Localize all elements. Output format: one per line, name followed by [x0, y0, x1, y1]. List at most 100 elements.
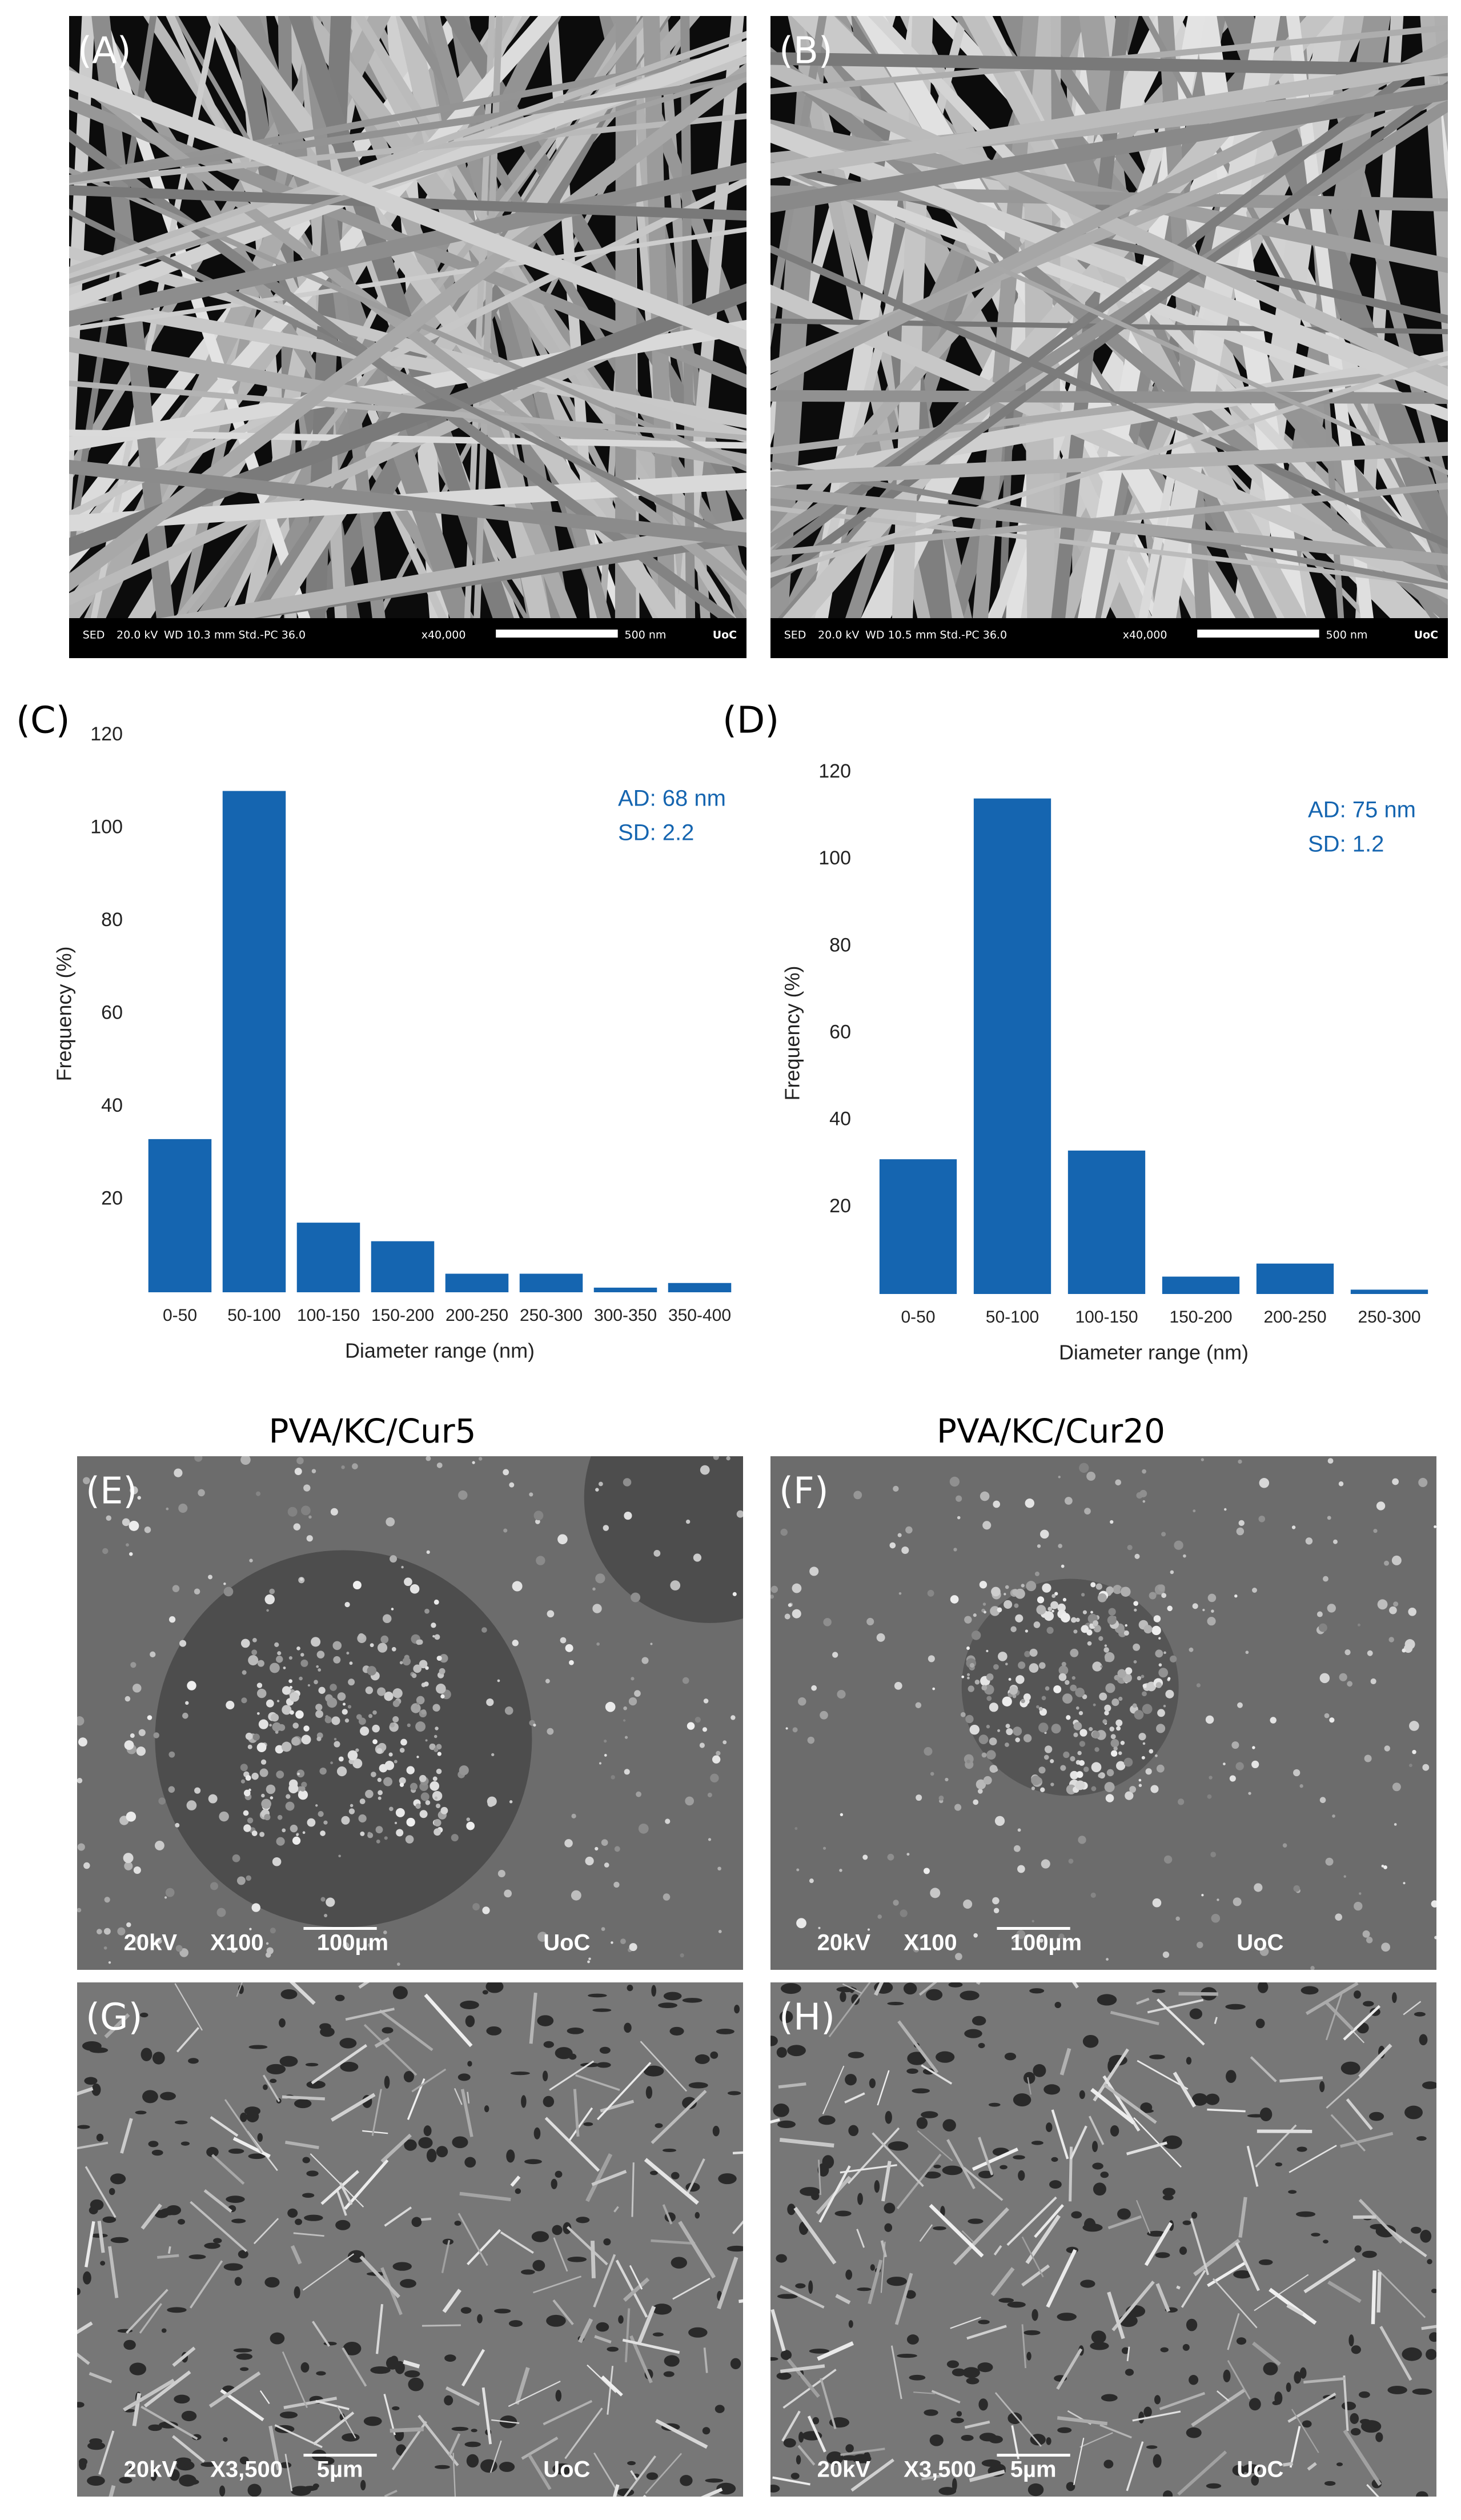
particle — [415, 1721, 426, 1732]
particle — [420, 1792, 430, 1801]
pore — [1147, 2230, 1166, 2237]
particle — [1370, 1678, 1376, 1685]
strand — [1358, 2198, 1403, 2244]
particle — [924, 1868, 930, 1874]
particle — [384, 1760, 395, 1770]
particle — [945, 1777, 949, 1782]
particle — [1077, 1750, 1082, 1756]
particle — [390, 1555, 397, 1563]
strand — [807, 2415, 826, 2453]
particle — [504, 1889, 512, 1898]
strand — [411, 2068, 447, 2093]
strand — [1227, 2313, 1240, 2350]
particle — [984, 1610, 986, 1614]
particle — [168, 1751, 175, 1758]
particle — [419, 1660, 428, 1669]
pore — [82, 2041, 102, 2051]
particle — [1002, 1696, 1012, 1706]
pore — [444, 2395, 453, 2406]
pore — [652, 2303, 672, 2315]
pore — [83, 2271, 91, 2285]
strand — [172, 2346, 196, 2367]
particle — [407, 1723, 411, 1728]
info-strip — [69, 618, 746, 658]
pore — [102, 2216, 117, 2223]
particle — [1094, 1747, 1099, 1752]
pore — [921, 2111, 938, 2118]
pore — [907, 2052, 927, 2065]
strand — [946, 2139, 976, 2190]
strand — [966, 2325, 1007, 2340]
strand — [950, 2317, 981, 2329]
strand — [1191, 2388, 1246, 2427]
strand — [835, 2294, 851, 2305]
particle — [966, 1646, 970, 1650]
pore — [715, 2405, 725, 2413]
particle — [950, 1595, 959, 1604]
particle — [392, 1700, 400, 1707]
strand — [651, 2239, 696, 2245]
pore — [1117, 2208, 1131, 2220]
particle — [613, 1881, 620, 1888]
particle — [889, 1542, 896, 1549]
particle — [512, 1640, 519, 1646]
strand — [141, 2405, 198, 2440]
particle — [1251, 1588, 1257, 1593]
pore — [888, 2141, 909, 2151]
particle — [1259, 1478, 1270, 1488]
particle — [1037, 1544, 1041, 1548]
pore — [1263, 2362, 1278, 2375]
strand — [176, 2026, 200, 2053]
particle — [1092, 1620, 1099, 1626]
pore — [688, 2327, 708, 2338]
pore — [384, 2076, 390, 2089]
strand — [623, 2277, 650, 2302]
particle — [1196, 1683, 1201, 1688]
particle — [252, 1638, 257, 1642]
particle — [432, 1776, 438, 1781]
pore — [1288, 2190, 1297, 2194]
pore — [1412, 2388, 1432, 2395]
particle — [136, 1746, 146, 1756]
fiber — [213, 16, 711, 658]
particle — [1018, 1661, 1026, 1669]
particle — [130, 1486, 138, 1495]
pore — [240, 2112, 247, 2122]
pore — [897, 2354, 917, 2358]
particle — [342, 1709, 348, 1715]
particle — [318, 1668, 322, 1672]
particle — [297, 1772, 300, 1776]
pore — [403, 2071, 414, 2082]
image-info: UoC — [543, 2457, 590, 2482]
pore — [234, 2277, 242, 2286]
particle — [437, 1752, 441, 1756]
strand — [1254, 2274, 1309, 2311]
pore — [238, 2250, 248, 2259]
particle — [989, 1765, 998, 1773]
particle — [126, 1543, 129, 1547]
pore — [942, 2165, 963, 2176]
pore — [169, 2469, 180, 2481]
particle — [282, 1686, 291, 1695]
strand — [1353, 2032, 1365, 2044]
particle — [1005, 1585, 1009, 1589]
strand — [961, 2230, 975, 2243]
pore — [916, 2117, 928, 2129]
particle — [1040, 1787, 1045, 1793]
strand — [85, 2221, 95, 2267]
particle — [968, 1685, 974, 1692]
particle — [334, 1741, 340, 1748]
pore — [929, 2434, 944, 2446]
particle — [348, 1678, 355, 1686]
strand — [732, 2151, 743, 2155]
particle — [1114, 1674, 1120, 1681]
strand — [880, 2241, 886, 2293]
particle — [472, 1461, 475, 1464]
pore — [1082, 2034, 1099, 2048]
particle — [1081, 1593, 1085, 1597]
strand — [1325, 1991, 1343, 2041]
pore — [1057, 2427, 1072, 2433]
strand — [593, 2452, 618, 2491]
particle — [1149, 1749, 1154, 1754]
particle — [599, 1762, 602, 1765]
